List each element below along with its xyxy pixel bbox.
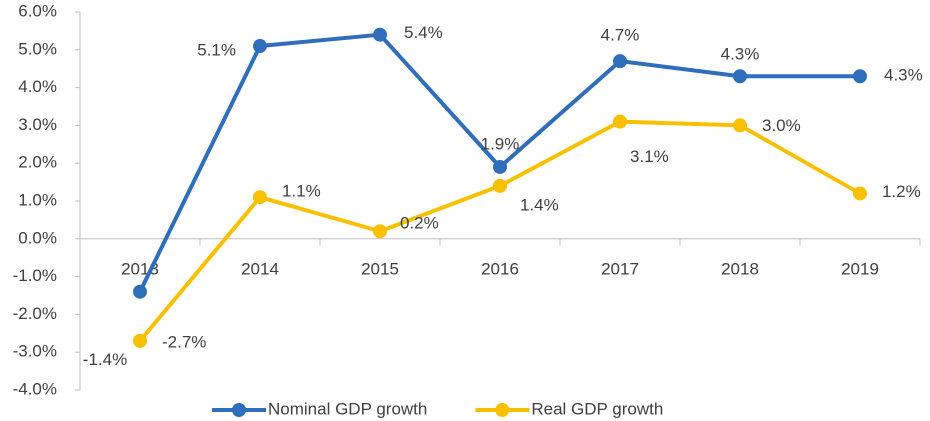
data-label: 0.2% — [400, 214, 439, 233]
point — [493, 178, 507, 193]
x-tick-label: 2016 — [481, 259, 519, 278]
data-label: 5.4% — [404, 23, 443, 42]
point — [373, 27, 387, 42]
point — [373, 224, 387, 239]
y-tick-label: 2.0% — [18, 153, 57, 172]
y-tick-label: 1.0% — [18, 190, 57, 209]
data-label: 1.1% — [282, 182, 321, 201]
legend-label: Nominal GDP growth — [268, 399, 427, 418]
x-tick-label: 2019 — [841, 259, 879, 278]
y-tick-label: 3.0% — [18, 115, 57, 134]
legend-marker — [232, 403, 246, 417]
y-tick-label: 6.0% — [18, 1, 57, 20]
x-tick-label: 2014 — [241, 259, 279, 278]
y-tick-label: -4.0% — [13, 379, 57, 398]
point — [733, 69, 747, 84]
point — [253, 39, 267, 54]
point — [253, 190, 267, 205]
data-label: -2.7% — [162, 332, 206, 351]
point — [853, 186, 867, 201]
y-tick-label: 4.0% — [18, 77, 57, 96]
legend-marker — [495, 403, 510, 417]
y-tick-label: -1.0% — [13, 266, 57, 285]
y-tick-label: 0.0% — [18, 228, 57, 247]
data-label: 4.3% — [884, 66, 923, 85]
point — [613, 54, 627, 69]
data-label: 4.3% — [721, 45, 760, 64]
y-tick-label: -2.0% — [13, 304, 57, 323]
point — [733, 118, 747, 133]
data-label: 3.1% — [630, 147, 669, 166]
point — [493, 159, 507, 174]
data-label: 1.2% — [882, 182, 921, 201]
point — [133, 333, 147, 348]
point — [133, 284, 147, 299]
data-label: 1.4% — [520, 195, 559, 214]
x-tick-label: 2018 — [721, 259, 759, 278]
data-label: 5.1% — [197, 41, 236, 60]
data-label: 4.7% — [601, 26, 640, 45]
x-tick-label: 2017 — [601, 259, 639, 278]
data-label: 3.0% — [762, 116, 801, 135]
data-label: -1.4% — [83, 350, 127, 369]
y-tick-label: 5.0% — [18, 39, 57, 58]
x-tick-label: 2015 — [361, 259, 399, 278]
data-label: 1.9% — [481, 134, 520, 153]
point — [853, 69, 867, 84]
point — [613, 114, 627, 129]
y-tick-label: -3.0% — [13, 342, 57, 361]
legend-label: Real GDP growth — [531, 399, 663, 418]
series-line — [138, 119, 861, 343]
